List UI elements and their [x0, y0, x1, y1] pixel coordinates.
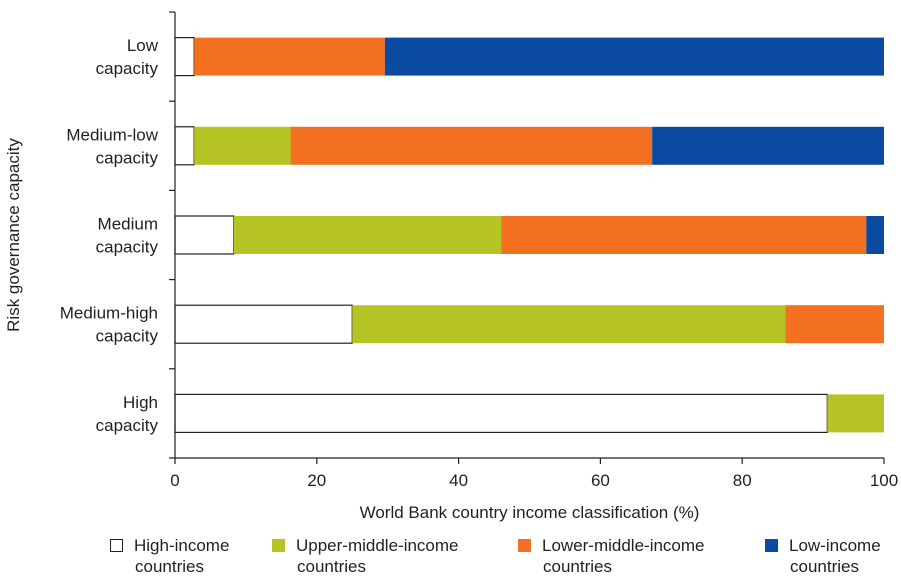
x-tick-label: 20 — [307, 471, 326, 490]
x-tick-label: 100 — [870, 471, 898, 490]
legend: High-income countries Upper-middle-income c… — [0, 535, 901, 580]
category-label: capacity — [96, 148, 159, 167]
bar-segment — [290, 126, 653, 165]
legend-label: countries — [790, 557, 859, 576]
bar-segment — [233, 216, 502, 254]
category-labels: Low capacity Medium-low capacity Medium capac… — [60, 36, 159, 435]
bar-segment — [174, 215, 235, 255]
x-tick-label: 80 — [733, 471, 752, 490]
bar-segment — [174, 126, 195, 166]
legend-swatch — [518, 539, 531, 552]
legend-swatch — [272, 539, 285, 552]
x-tick-label: 60 — [591, 471, 610, 490]
legend-swatch — [765, 539, 778, 552]
bar-segment — [384, 37, 884, 76]
legend-label: countries — [297, 557, 366, 576]
x-tick-label: 40 — [449, 471, 468, 490]
legend-label: Upper-middle-income — [296, 536, 459, 555]
bar-segment — [827, 394, 884, 433]
bar-segment — [174, 304, 353, 344]
category-label: capacity — [96, 416, 159, 435]
category-label: Low — [127, 36, 159, 55]
legend-label: High-income — [134, 536, 230, 555]
category-label: Medium-low — [66, 125, 158, 144]
x-tick-label: 0 — [170, 471, 179, 490]
x-axis-ticks: 0 20 40 60 80 100 — [170, 457, 898, 490]
bar-segment — [501, 216, 867, 254]
legend-swatch — [110, 539, 123, 552]
category-label: capacity — [96, 59, 159, 78]
category-label: Medium — [98, 215, 158, 234]
bar-segment — [652, 126, 884, 165]
bar-segment — [866, 216, 884, 254]
bar-segment — [174, 393, 828, 433]
legend-label: countries — [135, 557, 204, 576]
bar-segment — [352, 305, 786, 344]
legend-label: Low-income — [789, 536, 881, 555]
bar-segment — [785, 305, 884, 344]
category-label: High — [123, 393, 158, 412]
category-label: capacity — [96, 327, 159, 346]
bar-segment — [174, 36, 195, 77]
y-axis-title: Risk governance capacity — [4, 138, 23, 332]
legend-label: countries — [543, 557, 612, 576]
legend-label: Lower-middle-income — [542, 536, 705, 555]
axes-group: 0 20 40 60 80 100 Low capacity Medium-low capaci… — [60, 11, 898, 490]
bar-segment — [194, 37, 385, 76]
bar-segment — [194, 126, 291, 165]
category-label: Medium-high — [60, 304, 158, 323]
bars-group — [174, 36, 884, 433]
y-axis-ticks — [169, 11, 175, 459]
x-axis-title: World Bank country income classification… — [360, 503, 700, 522]
category-label: capacity — [96, 238, 159, 257]
